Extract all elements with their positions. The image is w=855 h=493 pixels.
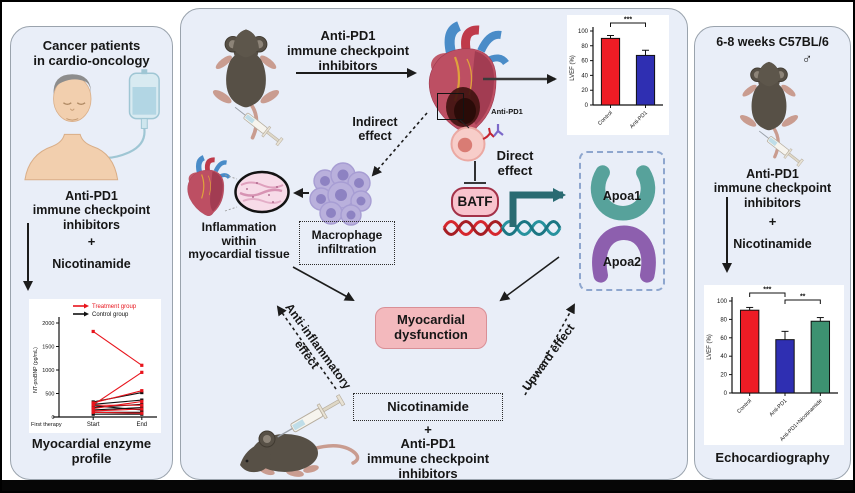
svg-text:20: 20 [581, 88, 588, 94]
mouse-side-illustration [238, 392, 360, 479]
heart-small-illustration [183, 155, 230, 219]
right-panel-mouse-experiment: 6-8 weeks C57BL/6 ♂ Anti-PD1 immune chec… [694, 26, 851, 480]
pd1-receptor-icon [482, 127, 495, 140]
direct-effect-label: Direct effect [496, 148, 534, 178]
svg-text:40: 40 [581, 73, 588, 79]
right-panel-caption: Echocardiography [715, 450, 830, 465]
svg-text:0: 0 [724, 391, 728, 397]
svg-text:Control: Control [597, 110, 614, 127]
svg-text:Anti-PD1: Anti-PD1 [769, 398, 789, 418]
svg-text:Start: Start [87, 422, 100, 428]
myocardial-dysfunction-label: Myocardial dysfunction [394, 312, 468, 342]
svg-text:***: *** [763, 287, 771, 294]
cell-nucleus [457, 137, 473, 153]
left-panel-caption: Myocardial enzyme profile [31, 436, 152, 466]
patient-torso [24, 133, 119, 181]
mouse-top-illustration [736, 60, 805, 169]
svg-text:2000: 2000 [42, 321, 54, 327]
middle-treatment-bottom-label: Anti-PD1 immune checkpoint inhibitors [366, 436, 490, 480]
right-plus-label: + [768, 214, 777, 229]
nicotinamide-box-label: Nicotinamide [387, 398, 469, 414]
svg-text:***: *** [624, 17, 632, 24]
patient-iv-illustration [24, 69, 160, 181]
male-symbol: ♂ [801, 50, 813, 66]
svg-text:0: 0 [51, 415, 54, 421]
right-down-arrow [722, 197, 732, 273]
svg-text:0: 0 [585, 103, 589, 109]
dna-helix-illustration [442, 220, 562, 236]
batf-label: BATF [457, 194, 493, 210]
middle-plus-label: + [424, 422, 432, 437]
echocardiography-chart: 0 20 40 60 80 100 Control Anti-PD1 Anti-PD1+Nico… [704, 285, 844, 445]
macrophage-infiltration-box: Macrophage infiltration [299, 221, 395, 265]
svg-text:80: 80 [720, 317, 727, 323]
macrophage-cluster-illustration [309, 162, 372, 226]
svg-text:500: 500 [45, 392, 54, 398]
svg-text:NT-proBNP (pg/mL): NT-proBNP (pg/mL) [33, 347, 39, 393]
anti-pd1-tag-label: Anti-PD1 [491, 107, 523, 116]
svg-text:Control: Control [736, 398, 753, 415]
syringe-icon [230, 101, 285, 148]
nicotinamide-box: Nicotinamide [353, 393, 503, 421]
svg-text:LVEF (%): LVEF (%) [707, 334, 713, 360]
svg-text:End: End [136, 422, 147, 428]
arrow-apoa-to-dysfunction [499, 256, 560, 302]
histology-illustration [234, 170, 290, 214]
right-panel-title: 6-8 weeks C57BL/6 [716, 35, 829, 49]
apoa-dashed-box: Apoa1 Apoa2 [579, 151, 665, 291]
apoa1-protein-icon [590, 165, 656, 221]
batf-box: BATF [451, 187, 499, 217]
left-panel-cancer-patients: Cancer patients in cardio-oncology Anti-… [10, 26, 173, 480]
myocardial-dysfunction-box: Myocardial dysfunction [375, 307, 487, 349]
left-down-arrow [23, 223, 33, 291]
svg-text:20: 20 [720, 373, 727, 379]
svg-text:Treatment group: Treatment group [92, 304, 137, 310]
middle-treatment-top-label: Anti-PD1 immune checkpoint inhibitors [286, 28, 410, 73]
inflammation-label: Inflammation within myocardial tissue [188, 220, 290, 262]
arrow-inflammation-to-dysfunction [292, 266, 355, 301]
svg-text:1000: 1000 [42, 368, 54, 374]
left-panel-title: Cancer patients in cardio-oncology [33, 38, 150, 68]
syringe-icon [755, 126, 805, 169]
left-plus-label: + [87, 234, 96, 249]
svg-text:LVEF (%): LVEF (%) [570, 55, 576, 81]
svg-text:60: 60 [720, 336, 727, 342]
indirect-effect-label: Indirect effect [352, 115, 398, 144]
left-treatment-label: Anti-PD1 immune checkpoint inhibitors [32, 189, 151, 232]
upward-effect-label: Upward effect [519, 321, 578, 394]
bottom-black-bar [2, 480, 853, 491]
left-nicotinamide-label: Nicotinamide [52, 257, 131, 271]
right-treatment-label: Anti-PD1 immune checkpoint inhibitors [713, 167, 832, 210]
svg-text:80: 80 [581, 44, 588, 50]
svg-text:Anti-PD1: Anti-PD1 [629, 110, 649, 130]
myocardial-enzyme-chart: Treatment group Control group 0 500 1000 1500… [29, 299, 161, 433]
apoa2-protein-icon [592, 225, 656, 283]
middle-panel-mechanism: Anti-PD1 immune checkpoint inhibitors 0 2… [180, 8, 688, 480]
apoa1-label: Apoa1 [602, 189, 642, 203]
svg-text:First therapy: First therapy [31, 422, 62, 428]
heart-zoom-square [437, 93, 464, 120]
svg-text:40: 40 [720, 354, 727, 360]
antibody-icon [493, 124, 504, 137]
right-nicotinamide-label: Nicotinamide [733, 237, 812, 251]
svg-text:1500: 1500 [42, 345, 54, 351]
apoa2-label: Apoa2 [602, 255, 642, 269]
svg-text:Control group: Control group [92, 312, 129, 318]
svg-text:100: 100 [578, 29, 589, 35]
macrophage-infiltration-label: Macrophage infiltration [311, 228, 383, 256]
svg-text:**: ** [800, 294, 806, 301]
lvef-two-group-chart: 0 20 40 60 80 100 Control Anti-PD1 *** LVEF (%) [567, 15, 669, 135]
svg-text:100: 100 [717, 299, 728, 305]
patient-hair [53, 74, 92, 95]
svg-text:60: 60 [581, 59, 588, 65]
